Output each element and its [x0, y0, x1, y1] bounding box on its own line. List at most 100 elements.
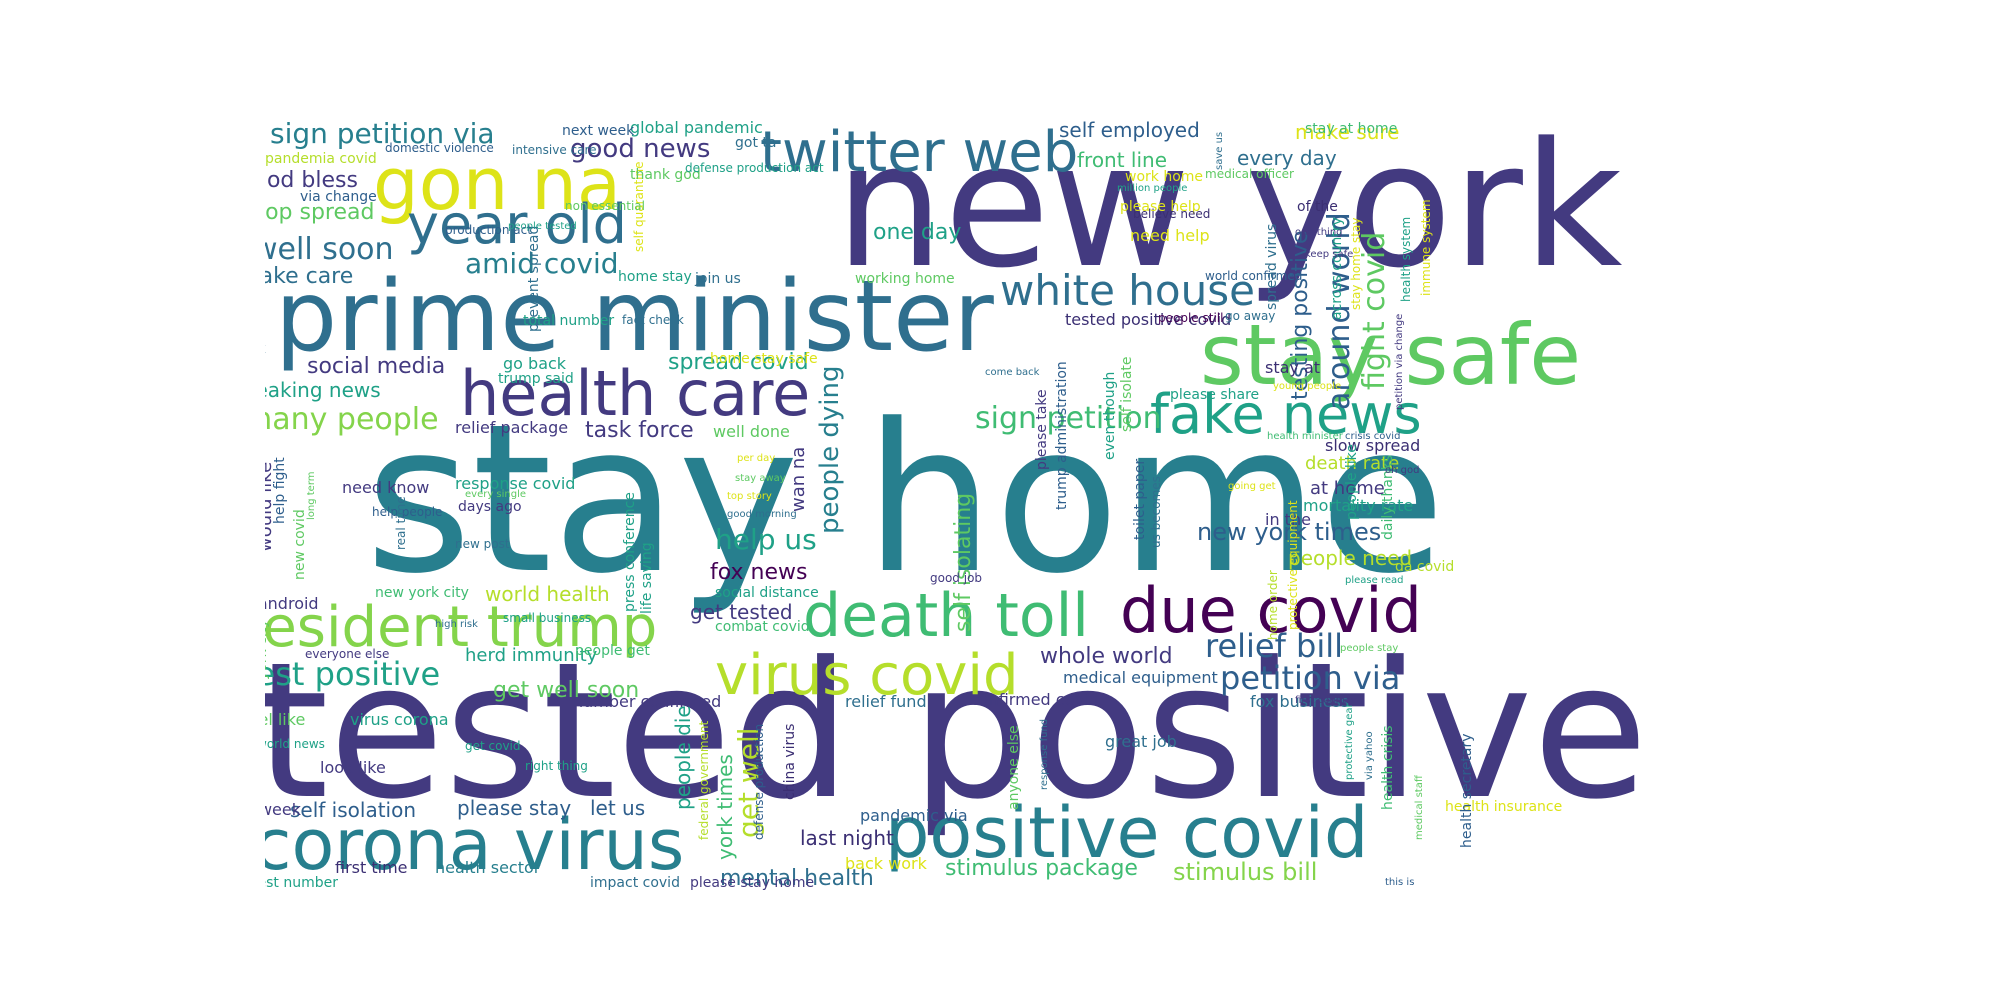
word: everyone else	[305, 647, 390, 661]
word: breaking news	[265, 378, 381, 402]
word: fake news	[1150, 383, 1422, 446]
word: sign petition	[975, 401, 1162, 436]
word: death rate	[1305, 453, 1400, 474]
word: due covid	[1120, 574, 1422, 647]
word-cloud: stay home tested positive new york prime…	[265, 120, 1790, 890]
word: stimulus package	[945, 856, 1138, 881]
word: twitter web	[760, 120, 1079, 185]
word: health crisis	[1380, 725, 1396, 810]
word: new york times	[1197, 518, 1382, 546]
word: in the	[1265, 510, 1311, 529]
word: next week	[562, 123, 635, 139]
word: people still	[1158, 311, 1224, 325]
word: anyone else	[1006, 725, 1022, 810]
word: mental health	[720, 866, 874, 890]
word: people get	[575, 643, 650, 659]
word: petition via	[1220, 659, 1401, 697]
word: of the	[1297, 199, 1338, 215]
word: real time	[394, 496, 408, 550]
word: pandemic via	[860, 806, 968, 825]
word: test positive	[265, 655, 441, 693]
word: fox business	[1250, 692, 1350, 711]
word: health care	[460, 357, 811, 430]
word: world health	[485, 582, 610, 606]
word: fact check	[622, 313, 684, 327]
word: need help	[1130, 226, 1210, 245]
word: first country	[1295, 695, 1356, 706]
word: trump said	[498, 371, 574, 387]
word: protective gear	[1344, 703, 1355, 780]
word: new covid	[292, 509, 308, 580]
word: health minister	[1267, 431, 1343, 442]
word: health insurance	[1445, 799, 1563, 815]
word: well done	[713, 422, 790, 441]
word: please stay home	[690, 875, 815, 890]
word: people tested	[508, 221, 577, 232]
word: positive covid	[885, 792, 1369, 874]
word: keep safe	[1305, 249, 1354, 260]
word: immune system	[1419, 199, 1433, 296]
word: help us	[715, 523, 817, 556]
word: wan na	[788, 446, 809, 512]
word: york times	[713, 754, 737, 860]
word: social media	[307, 354, 446, 379]
word: young people	[1273, 381, 1342, 392]
word: people need	[1288, 546, 1413, 570]
word: china virus	[782, 723, 798, 800]
word: got ta	[735, 135, 777, 151]
word: stay home	[365, 381, 1446, 619]
word: tested positive covid	[1065, 310, 1232, 329]
word: new york	[835, 120, 1623, 306]
word: corona virus	[265, 804, 685, 886]
word: press conference	[622, 492, 638, 612]
word: amid covid	[465, 247, 619, 280]
word: crisis covid	[1345, 431, 1401, 442]
word: fox news	[710, 560, 808, 585]
word: us becomes	[1149, 476, 1163, 548]
word: good news	[570, 134, 711, 164]
word: every day	[1237, 146, 1337, 170]
word: year old	[407, 193, 627, 256]
word: da covid	[1395, 559, 1455, 575]
word: social distance	[715, 585, 819, 601]
word: back work	[845, 854, 927, 873]
word: mortality rate	[1303, 496, 1414, 515]
word: highest number	[265, 875, 339, 890]
word: people stay	[1340, 643, 1399, 654]
word: herd immunity	[465, 645, 598, 666]
word: domestic violence	[385, 141, 494, 155]
word: health sector	[435, 858, 541, 877]
word: president trump	[265, 595, 658, 660]
word: million people	[1117, 183, 1188, 194]
word: last week	[265, 800, 301, 819]
word: please take	[1034, 389, 1050, 470]
word: stay safe	[1200, 306, 1582, 404]
word: please share	[1170, 387, 1260, 403]
word: let us	[590, 796, 646, 820]
word: medical equipment	[1063, 668, 1218, 687]
word: toilet paper	[1132, 458, 1148, 540]
word: stay away	[735, 473, 786, 484]
word: death toll	[803, 581, 1089, 651]
word: non essential	[565, 199, 645, 213]
word: self isolate	[1119, 356, 1135, 433]
word: go away	[1225, 309, 1276, 323]
word: right thing	[525, 759, 588, 773]
word: look like	[320, 758, 386, 777]
word: trump administration	[1054, 361, 1070, 510]
word: this is	[1385, 877, 1415, 888]
word: total number	[523, 313, 615, 329]
word: get well soon	[493, 678, 640, 703]
word: tested positive	[265, 622, 1649, 841]
word: stay at	[1265, 358, 1321, 377]
word: fight covid	[1357, 231, 1392, 390]
word: stimulus bill	[1173, 858, 1318, 886]
word: response fund	[1039, 718, 1050, 790]
word: top story	[727, 491, 772, 502]
word: going get	[1228, 481, 1276, 492]
word: slow spread	[1325, 436, 1421, 455]
word: new post	[455, 537, 510, 551]
word: combat covid	[715, 619, 810, 635]
word: get covid	[465, 739, 521, 753]
